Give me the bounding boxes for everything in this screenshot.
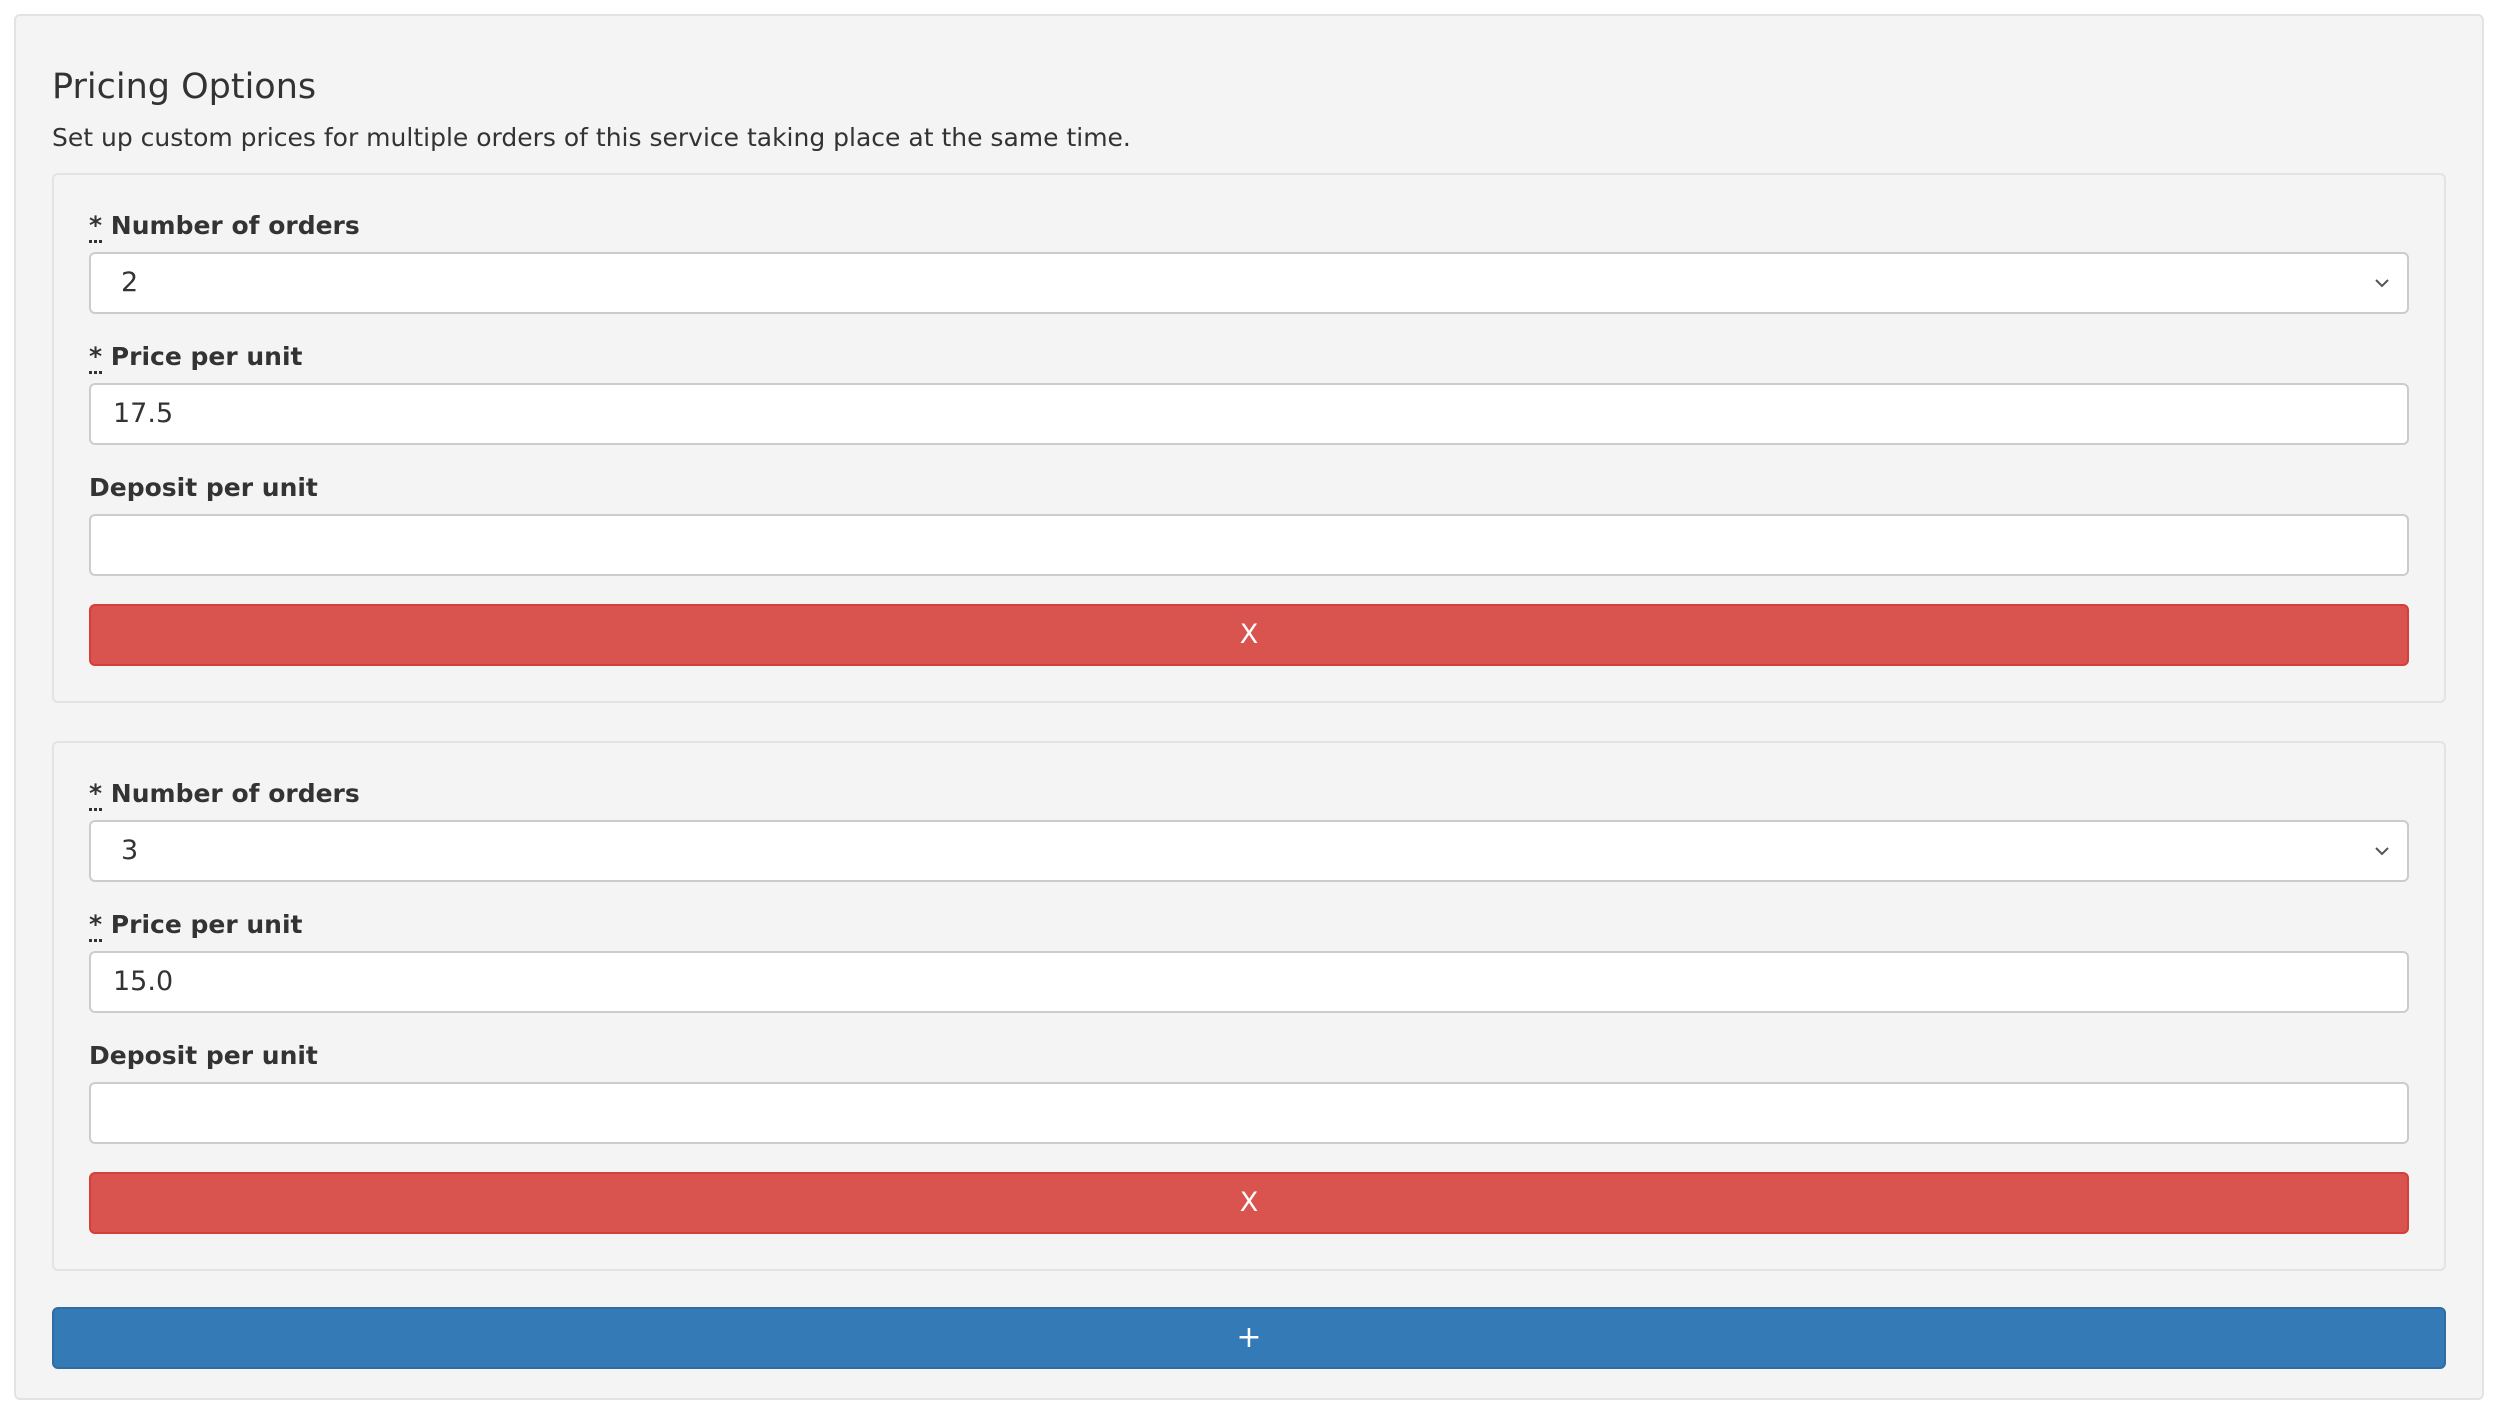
number-of-orders-label: * Number of orders <box>89 210 2409 243</box>
page-title: Pricing Options <box>52 67 317 107</box>
add-option-button[interactable]: + <box>52 1306 2446 1369</box>
remove-option-button[interactable]: X <box>89 1171 2409 1234</box>
deposit-per-unit-input[interactable] <box>89 513 2409 576</box>
price-per-unit-label-text: Price per unit <box>110 909 303 939</box>
required-marker: * <box>89 909 103 942</box>
price-per-unit-input[interactable] <box>89 382 2409 445</box>
chevron-down-icon <box>2375 846 2389 855</box>
pricing-option-card: * Number of orders 2 * Price per unit De… <box>52 172 2446 703</box>
chevron-down-icon <box>2375 278 2389 287</box>
number-of-orders-value[interactable]: 2 <box>89 251 2409 314</box>
deposit-per-unit-group: Deposit per unit <box>89 475 2409 576</box>
number-of-orders-group: * Number of orders 3 <box>89 778 2409 882</box>
price-per-unit-input[interactable] <box>89 950 2409 1013</box>
deposit-per-unit-group: Deposit per unit <box>89 1043 2409 1144</box>
number-of-orders-label-text: Number of orders <box>110 210 360 240</box>
required-marker: * <box>89 210 103 243</box>
required-marker: * <box>89 778 103 811</box>
pricing-option-card: * Number of orders 3 * Price per unit De… <box>52 740 2446 1271</box>
number-of-orders-select[interactable]: 2 <box>89 251 2409 314</box>
number-of-orders-label-text: Number of orders <box>110 778 360 808</box>
number-of-orders-select[interactable]: 3 <box>89 819 2409 882</box>
price-per-unit-label-text: Price per unit <box>110 341 303 371</box>
price-per-unit-label: * Price per unit <box>89 909 2409 942</box>
deposit-per-unit-label: Deposit per unit <box>89 1040 318 1070</box>
number-of-orders-label: * Number of orders <box>89 778 2409 811</box>
page-description: Set up custom prices for multiple orders… <box>52 123 1131 152</box>
remove-option-button[interactable]: X <box>89 603 2409 666</box>
deposit-per-unit-input[interactable] <box>89 1081 2409 1144</box>
number-of-orders-value[interactable]: 3 <box>89 819 2409 882</box>
price-per-unit-group: * Price per unit <box>89 341 2409 445</box>
deposit-per-unit-label: Deposit per unit <box>89 472 318 502</box>
price-per-unit-group: * Price per unit <box>89 909 2409 1013</box>
number-of-orders-group: * Number of orders 2 <box>89 210 2409 314</box>
price-per-unit-label: * Price per unit <box>89 341 2409 374</box>
pricing-options-panel: Pricing Options Set up custom prices for… <box>14 14 2484 1400</box>
required-marker: * <box>89 341 103 374</box>
